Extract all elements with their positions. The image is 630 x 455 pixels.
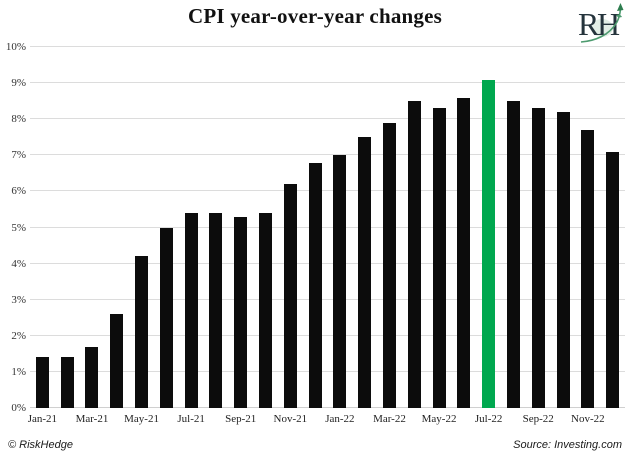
svg-text:H: H bbox=[597, 6, 620, 42]
y-tick-label: 8% bbox=[11, 113, 26, 126]
x-tick-label: Jan-21 bbox=[27, 413, 58, 425]
x-axis-line bbox=[30, 407, 625, 408]
bar-apr-22 bbox=[407, 101, 421, 408]
gridline bbox=[30, 82, 625, 84]
bar-jun-22 bbox=[457, 97, 471, 408]
gridline bbox=[30, 370, 625, 372]
bar-feb-22 bbox=[358, 137, 372, 408]
gridline bbox=[30, 334, 625, 336]
gridline bbox=[30, 46, 625, 47]
y-tick-label: 1% bbox=[11, 365, 26, 378]
y-tick-label: 4% bbox=[11, 257, 26, 270]
gridline bbox=[30, 226, 625, 228]
bar-aug-22 bbox=[506, 101, 520, 408]
bar-dec-22 bbox=[606, 151, 620, 408]
gridline bbox=[30, 190, 625, 192]
gridline bbox=[30, 154, 625, 156]
x-tick-label: Jan-22 bbox=[325, 413, 355, 425]
bar-oct-22 bbox=[556, 111, 570, 408]
x-tick-label: Sep-21 bbox=[225, 413, 257, 425]
y-tick-label: 0% bbox=[11, 402, 26, 414]
x-tick-label: Jul-21 bbox=[177, 413, 205, 425]
bar-nov-22 bbox=[581, 130, 595, 408]
gridline bbox=[30, 118, 625, 120]
bar-jan-21 bbox=[35, 357, 49, 408]
x-tick-label: Sep-22 bbox=[522, 413, 554, 425]
bar-mar-21 bbox=[85, 346, 99, 408]
plot-area bbox=[30, 46, 625, 408]
x-tick-label: May-21 bbox=[124, 413, 159, 425]
y-tick-label: 5% bbox=[11, 221, 26, 234]
bar-oct-21 bbox=[259, 213, 273, 408]
x-tick-label: Mar-21 bbox=[75, 413, 109, 425]
bar-dec-21 bbox=[308, 162, 322, 408]
riskhedge-logo-icon: R H bbox=[578, 3, 624, 43]
gridline bbox=[30, 262, 625, 264]
y-tick-label: 3% bbox=[11, 293, 26, 306]
bar-apr-21 bbox=[110, 314, 124, 408]
bar-may-21 bbox=[135, 256, 149, 408]
copyright-text: © RiskHedge bbox=[8, 439, 73, 451]
bar-sep-21 bbox=[234, 216, 248, 408]
bar-jul-21 bbox=[184, 213, 198, 408]
bar-jun-21 bbox=[159, 227, 173, 408]
bar-aug-21 bbox=[209, 213, 223, 408]
bar-jul-22 bbox=[482, 79, 496, 408]
x-tick-label: Nov-22 bbox=[571, 413, 605, 425]
chart-title: CPI year-over-year changes bbox=[187, 4, 442, 28]
x-tick-label: May-22 bbox=[421, 413, 457, 425]
y-tick-label: 6% bbox=[11, 185, 26, 198]
bar-feb-21 bbox=[60, 357, 74, 408]
bar-may-22 bbox=[432, 108, 446, 408]
bar-jan-22 bbox=[333, 155, 347, 408]
y-tick-label: 2% bbox=[11, 329, 26, 342]
y-tick-label: 9% bbox=[11, 77, 26, 90]
x-tick-label: Jul-22 bbox=[474, 413, 503, 425]
y-tick-label: 10% bbox=[5, 41, 26, 53]
y-tick-label: 7% bbox=[11, 149, 26, 162]
source-text: Source: Investing.com bbox=[513, 439, 622, 451]
bar-nov-21 bbox=[283, 184, 297, 408]
bar-sep-22 bbox=[531, 108, 545, 408]
x-tick-label: Nov-21 bbox=[273, 413, 308, 425]
x-tick-label: Mar-22 bbox=[373, 413, 406, 425]
riskhedge-logo: R H bbox=[576, 2, 626, 47]
svg-text:R: R bbox=[578, 6, 600, 42]
bar-mar-22 bbox=[382, 122, 396, 408]
gridline bbox=[30, 298, 625, 300]
